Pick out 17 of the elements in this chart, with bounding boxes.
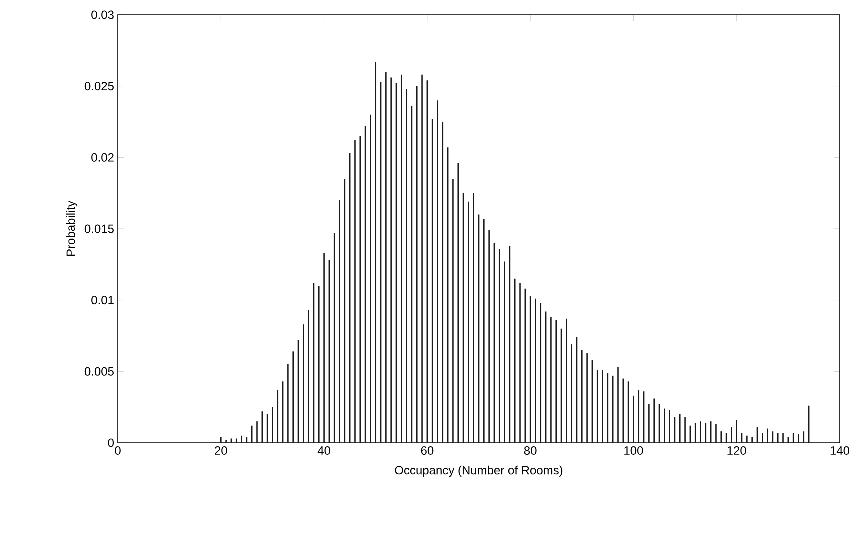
y-tick-label: 0.005 (84, 367, 114, 376)
x-tick-label: 20 (215, 446, 228, 456)
x-tick-label: 0 (115, 446, 121, 456)
x-tick-label: 140 (830, 446, 850, 456)
x-tick-label: 80 (524, 446, 537, 456)
y-tick-label: 0.015 (84, 224, 114, 234)
y-tick-label: 0.03 (92, 10, 114, 20)
x-tick-label: 120 (728, 446, 746, 456)
x-axis-title: Occupancy (Number of Rooms) (395, 466, 563, 478)
y-tick-label: 0 (108, 438, 114, 448)
x-tick-label: 60 (421, 446, 434, 456)
y-tick-label: 0.025 (84, 82, 114, 91)
x-tick-label: 100 (624, 446, 644, 456)
y-tick-label: 0.02 (92, 153, 114, 162)
y-axis-title: Probability (66, 201, 78, 256)
x-tick-label: 40 (318, 446, 330, 456)
y-tick-label: 0.01 (92, 296, 114, 305)
